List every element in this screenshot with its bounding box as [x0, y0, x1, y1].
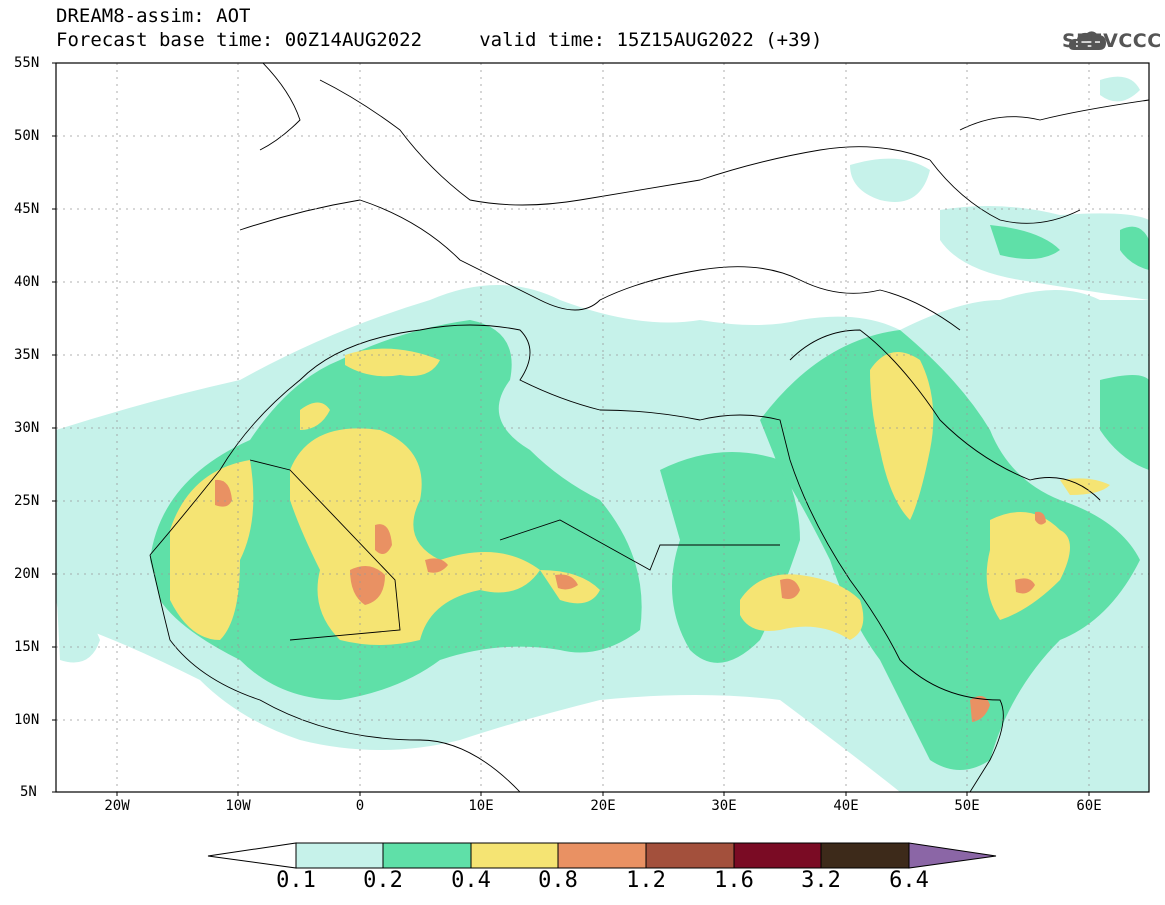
- lat-label: 30N: [14, 420, 40, 436]
- lon-label: 60E: [1076, 798, 1102, 814]
- forecast-time-line: Forecast base time: 00Z14AUG2022 valid t…: [56, 29, 823, 51]
- colorbar-label: 0.8: [538, 868, 578, 893]
- aot-field-0.4: [170, 348, 1110, 645]
- colorbar-label: 0.4: [451, 868, 491, 893]
- lon-label: 0: [355, 798, 365, 814]
- lat-label: 40N: [14, 274, 40, 290]
- lon-label: 20E: [590, 798, 616, 814]
- lat-label: 5N: [20, 784, 37, 800]
- lon-label: 30E: [711, 798, 737, 814]
- cloud-icon: [1068, 31, 1106, 50]
- lat-label: 50N: [14, 128, 40, 144]
- chart-title: DREAM8-assim: AOT: [56, 5, 251, 27]
- colorbar-label: 0.1: [276, 868, 316, 893]
- lat-label: 55N: [14, 55, 40, 71]
- lon-label: 40E: [833, 798, 859, 814]
- coastlines: [149, 63, 1149, 792]
- lat-label: 45N: [14, 201, 40, 217]
- lat-label: 15N: [14, 639, 40, 655]
- aot-field-0.8: [215, 479, 1046, 722]
- colorbar-arrow-high: [908, 842, 997, 869]
- lon-label: 10W: [225, 798, 251, 814]
- colorbar-label: 1.6: [714, 868, 754, 893]
- colorbar-bin: [295, 842, 384, 869]
- colorbar-label: 1.2: [626, 868, 666, 893]
- colorbar-label: 6.4: [889, 868, 929, 893]
- colorbar-bin: [470, 842, 559, 869]
- colorbar-bin: [733, 842, 822, 869]
- colorbar-label: 3.2: [801, 868, 841, 893]
- lon-label: 10E: [468, 798, 494, 814]
- lat-label: 25N: [14, 493, 40, 509]
- axis-ticks: [52, 62, 1090, 796]
- lat-label: 20N: [14, 566, 40, 582]
- lon-label: 50E: [954, 798, 980, 814]
- colorbar-label: 0.2: [363, 868, 403, 893]
- colorbar-bin: [820, 842, 910, 869]
- colorbar-bin: [382, 842, 472, 869]
- colorbar-bin: [557, 842, 647, 869]
- lat-label: 10N: [14, 712, 40, 728]
- colorbar-arrow-low: [207, 842, 297, 869]
- lat-label: 35N: [14, 347, 40, 363]
- lon-label: 20W: [104, 798, 130, 814]
- logo-text: SEEVCCC: [1062, 30, 1162, 52]
- colorbar-bin: [645, 842, 735, 869]
- graticule: [56, 63, 1149, 792]
